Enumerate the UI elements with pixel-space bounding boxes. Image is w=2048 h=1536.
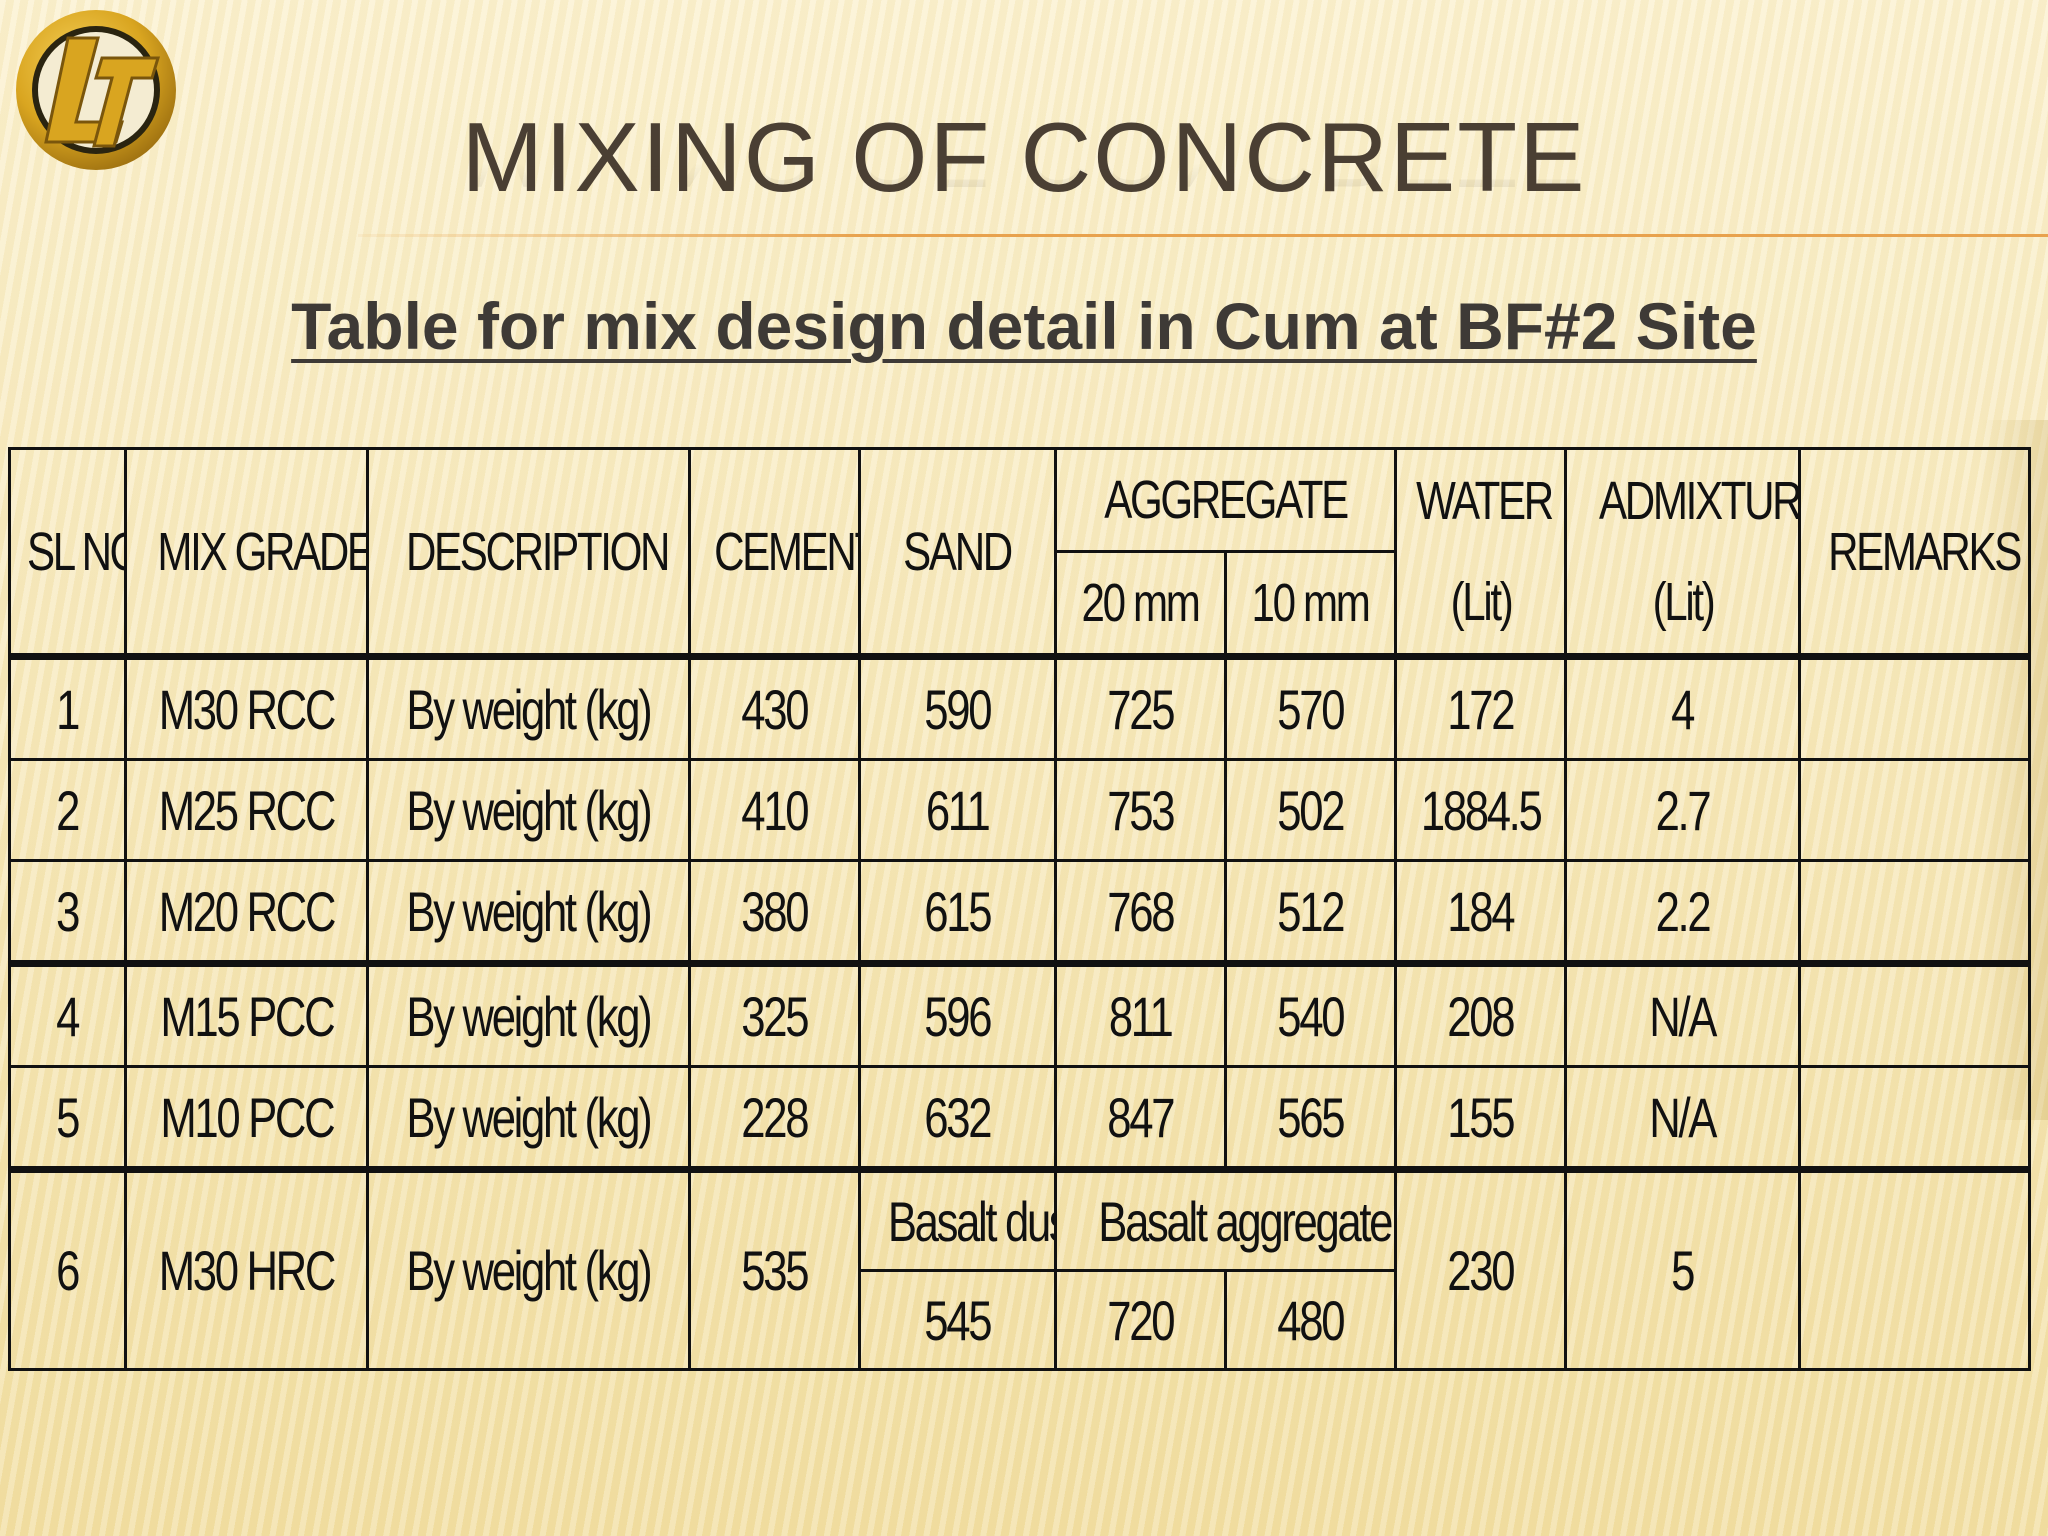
table-row: 4 M15 PCC By weight (kg) 325 596 811 540…: [8, 960, 2031, 1068]
cell-aggregate-10mm: 540: [1224, 960, 1397, 1068]
cell-water: 230: [1394, 1166, 1567, 1371]
cell-aggregate-label: Basalt aggregate: [1054, 1166, 1397, 1272]
cell-sand: 632: [858, 1065, 1057, 1171]
cell-cement: 228: [688, 1065, 861, 1171]
cell-description: By weight (kg): [366, 655, 691, 761]
cell-description: By weight (kg): [366, 960, 691, 1068]
cell-aggregate-20mm: 847: [1054, 1065, 1227, 1171]
header-mix-grade: MIX GRADE: [124, 447, 369, 660]
cell-description: By weight (kg): [366, 1065, 691, 1171]
header-water: WATER: [1394, 447, 1567, 552]
lt-logo-icon: [16, 10, 176, 170]
cell-sl-no: 5: [8, 1065, 127, 1171]
cell-cement: 430: [688, 655, 861, 761]
cell-remarks: [1798, 1065, 2031, 1171]
cell-description: By weight (kg): [366, 1166, 691, 1371]
cell-sand: 596: [858, 960, 1057, 1068]
cell-admixture: N/A: [1564, 960, 1801, 1068]
cell-mix-grade: M20 RCC: [124, 859, 369, 965]
cell-water: 155: [1394, 1065, 1567, 1171]
title-divider: [358, 234, 2048, 237]
cell-water: 1884.5: [1394, 758, 1567, 862]
cell-aggregate-10mm: 480: [1224, 1269, 1397, 1371]
cell-sl-no: 4: [8, 960, 127, 1068]
header-admixture-unit: (Lit): [1564, 551, 1801, 660]
cell-admixture: 2.2: [1564, 859, 1801, 965]
cell-aggregate-10mm: 565: [1224, 1065, 1397, 1171]
table-row: 5 M10 PCC By weight (kg) 228 632 847 565…: [8, 1065, 2031, 1171]
header-aggregate-10mm: 10 mm: [1224, 550, 1397, 660]
cell-admixture: 2.7: [1564, 758, 1801, 862]
cell-water: 184: [1394, 859, 1567, 965]
cell-sand-label: Basalt dust: [858, 1166, 1057, 1272]
cell-mix-grade: M10 PCC: [124, 1065, 369, 1171]
cell-mix-grade: M15 PCC: [124, 960, 369, 1068]
header-aggregate-20mm: 20 mm: [1054, 550, 1227, 660]
cell-description: By weight (kg): [366, 758, 691, 862]
header-sand: SAND: [858, 447, 1057, 660]
header-aggregate: AGGREGATE: [1054, 447, 1397, 553]
cell-remarks: [1798, 655, 2031, 761]
header-remarks: REMARKS: [1798, 447, 2031, 660]
cell-sl-no: 3: [8, 859, 127, 965]
cell-aggregate-20mm: 753: [1054, 758, 1227, 862]
cell-mix-grade: M30 HRC: [124, 1166, 369, 1371]
header-cement: CEMENT: [688, 447, 861, 660]
cell-cement: 325: [688, 960, 861, 1068]
cell-mix-grade: M25 RCC: [124, 758, 369, 862]
cell-aggregate-20mm: 720: [1054, 1269, 1227, 1371]
cell-aggregate-20mm: 725: [1054, 655, 1227, 761]
table-row: 2 M25 RCC By weight (kg) 410 611 753 502…: [8, 758, 2031, 862]
header-sl-no: SL NO: [8, 447, 127, 660]
cell-water: 208: [1394, 960, 1567, 1068]
cell-water: 172: [1394, 655, 1567, 761]
slide-title: MIXING OF CONCRETE: [461, 102, 1587, 212]
cell-remarks: [1798, 960, 2031, 1068]
slide-title-reflection: MIXING OF CONCRETE: [461, 98, 1587, 208]
cell-aggregate-10mm: 512: [1224, 859, 1397, 965]
cell-aggregate-10mm: 570: [1224, 655, 1397, 761]
mix-design-table: SL NO MIX GRADE DESCRIPTION CEMENT SAND …: [8, 447, 2031, 1371]
cell-sand: 545: [858, 1269, 1057, 1371]
table-row: 545 720 480: [10, 1269, 2030, 1371]
slide-subtitle: Table for mix design detail in Cum at BF…: [291, 289, 1757, 363]
cell-admixture: 4: [1564, 655, 1801, 761]
cell-cement: 410: [688, 758, 861, 862]
cell-aggregate-20mm: 768: [1054, 859, 1227, 965]
cell-sl-no: 2: [8, 758, 127, 862]
header-description: DESCRIPTION: [366, 447, 691, 660]
table-row: 3 M20 RCC By weight (kg) 380 615 768 512…: [8, 859, 2031, 965]
cell-description: By weight (kg): [366, 859, 691, 965]
cell-sand: 590: [858, 655, 1057, 761]
cell-aggregate-10mm: 502: [1224, 758, 1397, 862]
header-admixture: ADMIXTURE: [1564, 447, 1801, 552]
cell-admixture: N/A: [1564, 1065, 1801, 1171]
cell-remarks: [1798, 1166, 2031, 1371]
cell-sl-no: 6: [8, 1166, 127, 1371]
header-water-unit: (Lit): [1394, 551, 1567, 660]
cell-remarks: [1798, 859, 2031, 965]
cell-aggregate-20mm: 811: [1054, 960, 1227, 1068]
cell-remarks: [1798, 758, 2031, 862]
cell-cement: 380: [688, 859, 861, 965]
cell-cement: 535: [688, 1166, 861, 1371]
table-row: 6 M30 HRC By weight (kg) 535 Basalt dust…: [8, 1166, 2031, 1371]
cell-sand: 615: [858, 859, 1057, 965]
cell-sand: 611: [858, 758, 1057, 862]
cell-sl-no: 1: [8, 655, 127, 761]
table-row: 1 M30 RCC By weight (kg) 430 590 725 570…: [8, 655, 2031, 761]
cell-admixture: 5: [1564, 1166, 1801, 1371]
cell-mix-grade: M30 RCC: [124, 655, 369, 761]
